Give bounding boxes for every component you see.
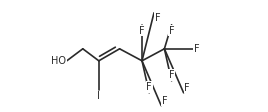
Text: F: F bbox=[146, 82, 152, 92]
Text: F: F bbox=[169, 70, 174, 80]
Text: F: F bbox=[169, 26, 174, 36]
Text: F: F bbox=[162, 96, 168, 106]
Text: F: F bbox=[184, 83, 190, 93]
Text: F: F bbox=[194, 44, 200, 54]
Text: HO: HO bbox=[51, 56, 66, 66]
Text: F: F bbox=[155, 13, 161, 23]
Text: F: F bbox=[139, 26, 145, 36]
Text: I: I bbox=[97, 91, 100, 101]
